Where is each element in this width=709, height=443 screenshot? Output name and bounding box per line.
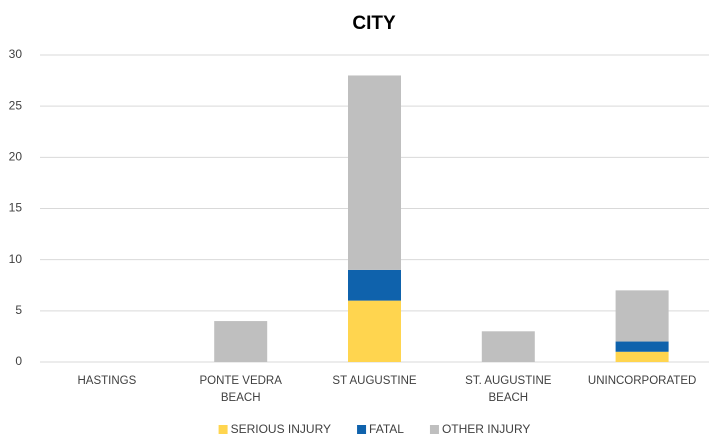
bar-segment — [214, 321, 268, 362]
legend-label: FATAL — [369, 422, 404, 436]
bar-segment — [348, 269, 401, 301]
bar-segment — [615, 341, 669, 352]
legend-swatch — [357, 425, 367, 434]
y-tick-label: 10 — [9, 252, 23, 266]
bar-segment — [348, 300, 401, 362]
legend-swatch — [218, 425, 228, 434]
y-tick-label: 5 — [15, 303, 22, 317]
y-tick-label: 15 — [9, 201, 23, 215]
legend-swatch — [429, 425, 439, 434]
x-tick-label: HASTINGS — [77, 375, 137, 387]
y-tick-label: 0 — [15, 354, 22, 368]
x-tick-label: ST. AUGUSTINE BEACH — [465, 375, 552, 404]
x-tick-label: UNINCORPORATED — [587, 375, 697, 387]
chart-title: CITY — [352, 13, 396, 34]
x-tick-label: PONTE VEDRA BEACH — [199, 375, 282, 404]
y-tick-label: 20 — [9, 150, 23, 164]
y-tick-label: 25 — [9, 98, 23, 112]
legend-label: OTHER INJURY — [442, 422, 530, 436]
bar-segment — [615, 351, 669, 362]
legend-label: SERIOUS INJURY — [231, 422, 331, 436]
bar-segment — [615, 290, 669, 342]
y-tick-label: 30 — [9, 47, 23, 61]
bar-segment — [481, 331, 535, 362]
x-tick-label: ST AUGUSTINE — [332, 375, 417, 387]
bar-segment — [348, 75, 401, 270]
